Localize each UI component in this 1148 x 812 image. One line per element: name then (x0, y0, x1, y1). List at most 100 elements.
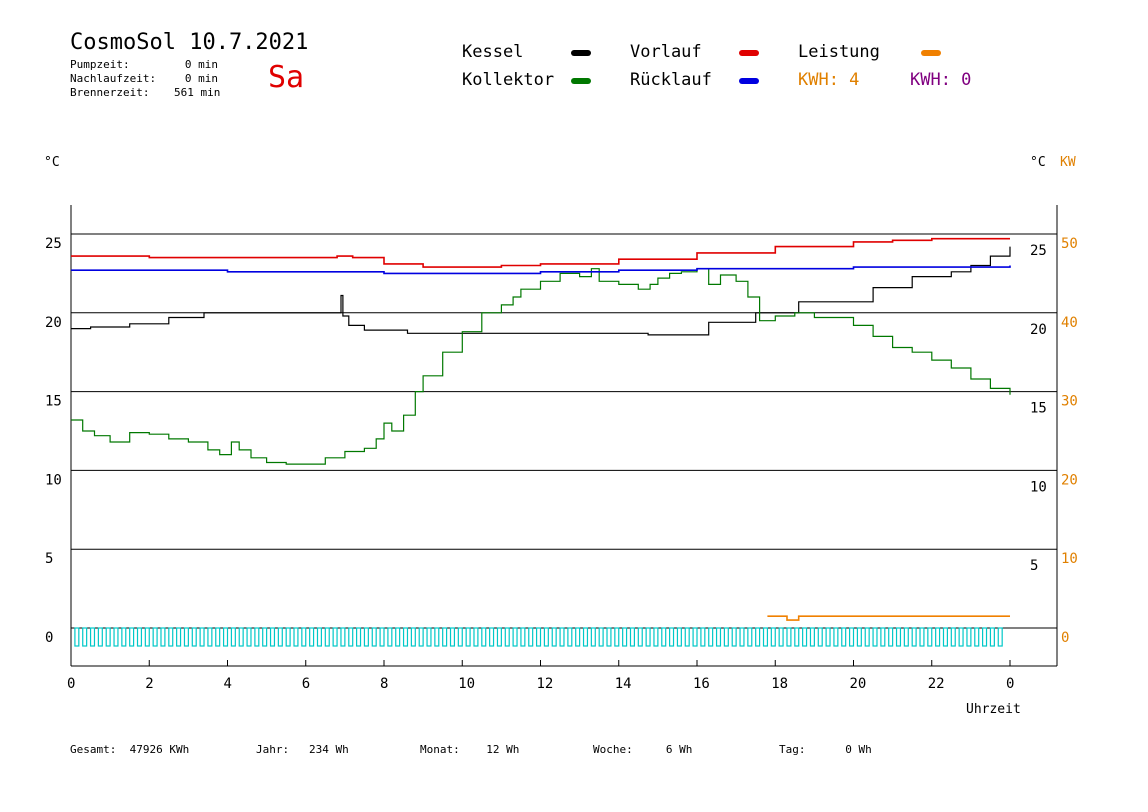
pump-bar (856, 627, 862, 647)
pump-bar (238, 627, 244, 647)
y-tick-right-kw: 50 (1061, 236, 1078, 252)
pump-bar (449, 627, 456, 647)
pump-bar (653, 627, 659, 647)
series-line-ruecklauf (71, 265, 1011, 275)
pump-bar (825, 627, 831, 647)
pump-bar (841, 627, 847, 647)
stat-label: Nachlaufzeit: (70, 72, 157, 85)
pump-bar (848, 627, 855, 647)
stat-nachlaufzeit: Nachlaufzeit: 0 min (70, 72, 218, 85)
pump-bar (222, 627, 229, 647)
pump-bar (348, 627, 354, 647)
y-tick-left: 20 (45, 315, 62, 331)
pump-bar (888, 627, 894, 647)
legend-swatch-leistung (921, 50, 941, 56)
pump-bar (598, 627, 604, 647)
pump-bar (363, 627, 369, 647)
pump-bar (770, 627, 776, 647)
pump-bar (496, 627, 502, 647)
pump-bar (426, 627, 432, 647)
pump-bar (269, 627, 276, 647)
pump-bar (293, 627, 299, 647)
stat-label: Brennerzeit: (70, 86, 150, 99)
stat-brennerzeit: Brennerzeit: 561 min (70, 86, 220, 99)
x-tick-label: 8 (380, 676, 388, 692)
x-tick-label: 6 (302, 676, 310, 692)
pump-bar (747, 627, 753, 647)
x-tick-label: 16 (693, 676, 710, 692)
pump-bar (708, 627, 714, 647)
series-line-leistung (767, 615, 1010, 621)
pump-bar (512, 627, 518, 647)
unit-right-kw: KW (1060, 155, 1076, 170)
stat-label: Pumpzeit: (70, 58, 130, 71)
footer-value: 12 Wh (486, 743, 520, 756)
pump-bar (332, 627, 338, 647)
pump-bar (395, 627, 401, 647)
pump-bar (246, 627, 252, 647)
y-tick-left: 25 (45, 236, 62, 252)
pump-bar (715, 627, 722, 647)
pump-bar (629, 627, 635, 647)
pump-bar (160, 627, 166, 647)
x-tick-label: 10 (458, 676, 475, 692)
pump-bar (285, 627, 291, 647)
pump-bar (105, 627, 111, 647)
pump-bar (379, 627, 385, 647)
pump-bar (207, 627, 213, 647)
pump-bar (911, 627, 917, 647)
pump-bar (481, 627, 487, 647)
x-tick-label: 22 (928, 676, 945, 692)
pump-bar (418, 627, 424, 647)
pump-bar (895, 627, 902, 647)
pump-bar (794, 627, 800, 647)
x-tick-label: 18 (771, 676, 788, 692)
pump-bar (575, 627, 581, 647)
y-tick-right-celsius: 25 (1030, 243, 1047, 259)
pump-bar (778, 627, 784, 647)
pump-bar (966, 627, 972, 647)
pump-bar (903, 627, 909, 647)
pump-bar (739, 627, 745, 647)
footer-gesamt: Gesamt: 47926 KWh (70, 743, 189, 756)
footer-label: Jahr: (256, 743, 290, 756)
footer-value: 6 Wh (665, 743, 693, 756)
y-tick-right-celsius: 5 (1030, 558, 1038, 574)
footer-label: Woche: (593, 743, 633, 756)
unit-left-celsius: °C (44, 155, 60, 170)
pump-bar (254, 627, 260, 647)
pump-bar (559, 627, 565, 647)
pump-bar (935, 627, 941, 647)
pump-bar (958, 627, 964, 647)
pump-bar (152, 627, 158, 647)
pump-bar (176, 627, 182, 647)
pump-bar (262, 627, 268, 647)
pump-bar (590, 627, 596, 647)
legend-swatch-kollektor (571, 78, 591, 84)
y-tick-right-kw: 40 (1061, 315, 1078, 331)
pump-bar (121, 627, 127, 647)
pump-bar (614, 627, 620, 647)
pump-bar (168, 627, 174, 647)
pump-bar (74, 627, 80, 647)
pump-bar (974, 627, 980, 647)
pump-bar (567, 627, 573, 647)
pump-bar (864, 627, 870, 647)
y-tick-right-celsius: 15 (1030, 401, 1047, 417)
pump-bar (606, 627, 612, 647)
pump-bar (731, 627, 737, 647)
stat-pumpzeit: Pumpzeit: 0 min (70, 58, 218, 71)
pump-bar (833, 627, 839, 647)
pump-bar (504, 627, 510, 647)
unit-right-celsius: °C (1030, 155, 1046, 170)
pump-bar (762, 627, 769, 647)
pump-bar (387, 627, 393, 647)
pump-bar (324, 627, 330, 647)
legend-kwh-orange: KWH: 4 (798, 70, 860, 90)
series-line-kollektor (71, 268, 1011, 465)
pump-bar (410, 627, 416, 647)
pump-bar (434, 627, 440, 647)
pump-bar (684, 627, 690, 647)
pump-bar (457, 627, 463, 647)
footer-monat: Monat: 12 Wh (420, 743, 519, 756)
